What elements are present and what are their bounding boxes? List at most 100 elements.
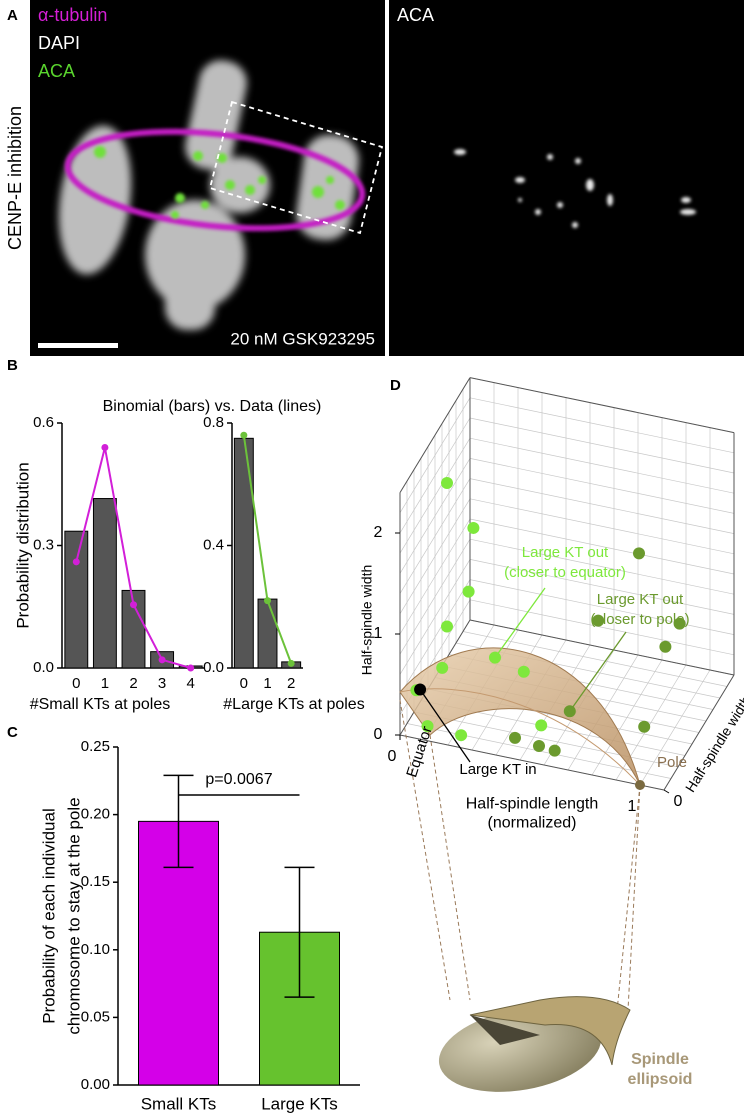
data-point — [130, 601, 137, 609]
z-tick-label: 0 — [374, 726, 383, 743]
y-tick-label: 0.3 — [33, 536, 54, 553]
annotation: Spindle — [631, 1051, 689, 1068]
box-edge — [399, 734, 665, 791]
annotation: Pole — [657, 754, 687, 771]
x-tick-label: 1 — [628, 798, 637, 815]
data-point — [517, 665, 530, 678]
bar — [92, 498, 117, 669]
y-tick-label: 0.4 — [203, 536, 224, 553]
data-point — [158, 656, 166, 664]
y-axis-label: Probability distribution — [13, 462, 32, 628]
data-point — [287, 659, 295, 667]
grid-line — [469, 437, 735, 494]
w-tick-label: 0 — [674, 793, 683, 810]
y-tick-label: 0.8 — [203, 414, 224, 431]
label-leader — [569, 631, 627, 712]
grid-line — [469, 458, 735, 514]
grid-line — [399, 417, 471, 534]
image-title: ACA — [397, 5, 434, 25]
data-point — [72, 558, 80, 566]
data-point — [563, 705, 576, 718]
data-point — [455, 729, 468, 742]
grid-line — [469, 397, 735, 454]
y-tick-label: 0.05 — [81, 1008, 110, 1025]
label-leader — [494, 587, 546, 659]
spindle-illustration — [399, 699, 641, 1092]
series-label: Large KT in — [459, 761, 536, 778]
label-leader — [419, 689, 471, 763]
bar — [121, 589, 146, 669]
annotation: ellipsoid — [628, 1071, 693, 1088]
grid-line — [399, 579, 471, 695]
bar — [64, 530, 89, 669]
data-point — [414, 683, 427, 696]
panel-label: C — [7, 724, 18, 741]
y-tick-label: 0.20 — [81, 806, 110, 823]
grid-line — [399, 518, 471, 635]
grid-line — [399, 397, 471, 513]
x-tick-label: 4 — [187, 675, 195, 692]
x-tick-label: 2 — [129, 675, 137, 692]
panel-label: A — [7, 7, 18, 24]
grid-line — [413, 711, 679, 768]
treatment-label: 20 nM GSK923295 — [230, 329, 375, 348]
grid-line — [399, 478, 471, 594]
panel-title: Binomial (bars) vs. Data (lines) — [103, 398, 322, 415]
micrograph-aca — [389, 0, 744, 356]
grid-line — [469, 599, 735, 656]
series-label: Large KT out — [522, 544, 609, 561]
x-tick-label: 3 — [158, 675, 166, 692]
data-point — [187, 664, 195, 672]
p-value: p=0.0067 — [205, 771, 272, 788]
grid-line — [399, 559, 471, 675]
series-label: Large KT out — [597, 591, 684, 608]
x-axis-label: #Small KTs at poles — [30, 696, 171, 713]
grid-line — [469, 498, 735, 555]
data-point — [467, 521, 480, 534]
y-tick-label: 0.10 — [81, 941, 110, 958]
data-point — [509, 731, 521, 744]
channel-label: ACA — [38, 61, 75, 81]
panel-label: B — [7, 357, 18, 374]
y-tick-label: 0.0 — [33, 659, 54, 676]
micrograph-merge — [30, 0, 385, 356]
data-point — [673, 617, 686, 630]
x-tick-label: Small KTs — [141, 1094, 217, 1113]
row-label: CENP-E inhibition — [5, 106, 25, 250]
box-edge — [469, 619, 735, 676]
w-tick — [663, 789, 670, 794]
data-point — [548, 744, 561, 757]
data-point — [489, 651, 501, 664]
z-tick-label: 2 — [374, 524, 383, 541]
grid-line — [399, 458, 471, 574]
data-point — [638, 720, 651, 733]
x-tick-label: 0 — [72, 675, 80, 692]
channel-label: DAPI — [38, 33, 80, 53]
grid-line — [399, 498, 471, 614]
x-tick-label: 1 — [101, 675, 109, 692]
data-point — [421, 720, 434, 733]
x-tick-label: 0 — [240, 675, 248, 692]
series-label: (closer to pole) — [590, 611, 689, 628]
y-tick-label: 0.15 — [81, 873, 110, 890]
data-point — [441, 620, 453, 633]
data-point — [240, 431, 248, 439]
data-point — [535, 719, 548, 732]
grid-line — [469, 518, 735, 575]
grid-line — [399, 539, 471, 655]
x-axis-label: (normalized) — [488, 815, 577, 832]
series-label: (closer to equator) — [504, 564, 626, 581]
data-point — [592, 614, 605, 627]
data-point — [659, 640, 672, 653]
data-point — [441, 477, 453, 490]
error-bar — [163, 774, 194, 869]
grid-line — [469, 417, 735, 474]
z-axis-label: Half-spindle width — [359, 565, 375, 676]
pole-point — [635, 780, 645, 790]
box-edge — [663, 674, 735, 791]
bar — [257, 598, 278, 669]
y-tick-label: 0.0 — [203, 659, 224, 676]
x-tick-label: Large KTs — [261, 1094, 338, 1113]
y-axis-label: chromosome to stay at the pole — [64, 797, 83, 1034]
